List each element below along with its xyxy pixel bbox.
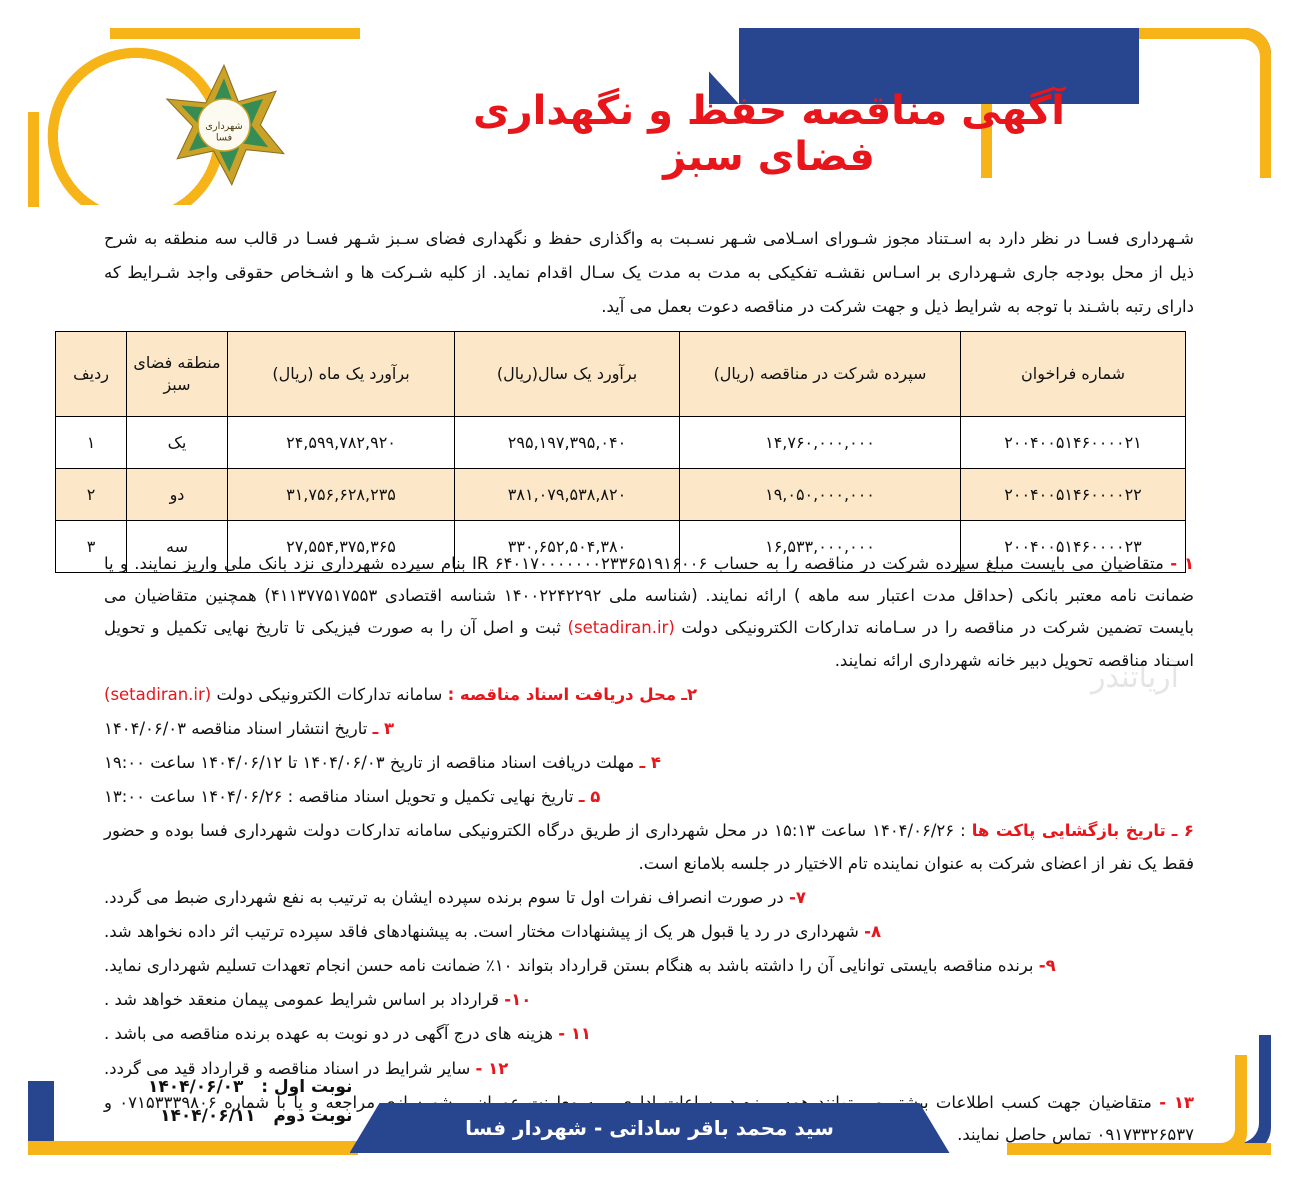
th-yearly-estimate: برآورد یک سال(ریال)	[454, 331, 680, 417]
cell-call-number: ۲۰۰۴۰۰۵۱۴۶۰۰۰۰۲۱	[960, 416, 1186, 469]
city-emblem-icon: شهرداری فسا	[159, 55, 289, 195]
table-header-row: شماره فراخوان سپرده شرکت در مناقصه (ریال…	[55, 331, 1186, 417]
cell-yearly: ۳۳۰,۶۵۲,۵۰۴,۳۸۰	[454, 520, 680, 573]
clause-12-text: سایر شرایط در اسناد مناقصه و قرارداد قید…	[104, 1058, 471, 1078]
clause-2-number: ۲ـ	[681, 684, 698, 704]
frame-blue-bottom-left	[28, 1081, 54, 1141]
cell-row-index: ۲	[55, 468, 127, 521]
publication-rounds: نوبت اول : ۱۴۰۴/۰۶/۰۳ نوبت دوم ۱۴۰۴/۰۶/۱…	[148, 1073, 352, 1131]
clause-8-text: شهرداری در رد یا قبول هر یک از پیشنهادات…	[104, 921, 859, 941]
cell-deposit: ۱۹,۰۵۰,۰۰۰,۰۰۰	[679, 468, 961, 521]
th-deposit: سپرده شرکت در مناقصه (ریال)	[679, 331, 961, 417]
clause-12: ۱۲ - سایر شرایط در اسناد مناقصه و قراردا…	[104, 1053, 1194, 1085]
clause-6-text: : ۱۴۰۴/۰۶/۲۶ ساعت ۱۵:۱۳ در محل شهرداری ا…	[104, 821, 1194, 873]
clause-5-number: ۵ ـ	[578, 787, 601, 807]
frame-blue-top-slab	[709, 28, 1139, 104]
intro-paragraph: شـهرداری فسـا در نظر دارد به اسـتناد مجو…	[104, 229, 1194, 316]
th-monthly-estimate: برآورد یک ماه (ریال)	[227, 331, 455, 417]
clause-3-text: تاریخ انتشار اسناد مناقصه ۱۴۰۴/۰۶/۰۳	[104, 718, 368, 738]
clause-8: ۸- شهرداری در رد یا قبول هر یک از پیشنها…	[104, 916, 1194, 948]
clause-1-iban: IR ۶۴۰۱۷۰۰۰۰۰۰۰۲۳۳۶۵۱۹۱۶۰۰۶	[472, 554, 708, 573]
clause-9-text: برنده مناقصه بایستی توانایی آن را داشته …	[104, 956, 1034, 976]
th-call-number: شماره فراخوان	[960, 331, 1186, 417]
clause-10-text: قرارداد بر اساس شرایط عمومی پیمان منعقد …	[104, 990, 500, 1010]
clause-3-number: ۳ ـ	[372, 718, 395, 738]
clause-11-number: ۱۱ -	[558, 1024, 591, 1044]
clause-2-text: سامانه تدارکات الکترونیکی دولت	[211, 684, 448, 704]
second-round-label: نوبت دوم	[273, 1106, 353, 1127]
clause-6-title: تاریخ بازگشایی پاکت ها	[971, 821, 1166, 841]
clause-7: ۷- در صورت انصراف نفرات اول تا سوم برنده…	[104, 882, 1194, 914]
clause-1-number: ۱ -	[1170, 554, 1195, 573]
clause-2: ۲ـ محل دریافت اسناد مناقصه : سامانه تدار…	[104, 679, 1194, 711]
clause-10: ۱۰- قرارداد بر اساس شرایط عمومی پیمان من…	[104, 984, 1194, 1016]
tender-table: شماره فراخوان سپرده شرکت در مناقصه (ریال…	[55, 331, 1186, 573]
cell-monthly: ۲۴,۵۹۹,۷۸۲,۹۲۰	[227, 416, 455, 469]
first-round-row: نوبت اول : ۱۴۰۴/۰۶/۰۳	[148, 1073, 352, 1102]
table-row: ۲۰۰۴۰۰۵۱۴۶۰۰۰۰۲۲ ۱۹,۰۵۰,۰۰۰,۰۰۰ ۳۸۱,۰۷۹,…	[55, 468, 1186, 521]
table-row: ۲۰۰۴۰۰۵۱۴۶۰۰۰۰۲۳ ۱۶,۵۳۳,۰۰۰,۰۰۰ ۳۳۰,۶۵۲,…	[55, 520, 1186, 573]
cell-zone: سه	[126, 520, 228, 573]
setadiran-link[interactable]: (setadiran.ir)	[104, 684, 212, 704]
clause-7-number: ۷-	[789, 887, 806, 907]
first-round-label: نوبت اول :	[261, 1077, 353, 1098]
clause-4-number: ۴ ـ	[639, 753, 661, 773]
mayor-signature: سید محمد باقر ساداتی - شهردار فسا	[465, 1116, 834, 1140]
clauses-list: ۱ - متقاضیان می بایست مبلغ سپرده شرکت در…	[104, 548, 1194, 1153]
cell-call-number: ۲۰۰۴۰۰۵۱۴۶۰۰۰۰۲۳	[960, 520, 1186, 573]
clause-11-text: هزینه های درج آگهی در دو نوبت به عهده بر…	[104, 1024, 553, 1044]
clause-8-number: ۸-	[864, 921, 882, 941]
clause-9-number: ۹-	[1038, 956, 1056, 976]
clause-5: ۵ ـ تاریخ نهایی تکمیل و تحویل اسناد مناق…	[104, 781, 1194, 813]
table-row: ۲۰۰۴۰۰۵۱۴۶۰۰۰۰۲۱ ۱۴,۷۶۰,۰۰۰,۰۰۰ ۲۹۵,۱۹۷,…	[55, 416, 1186, 469]
page-title: آگهی مناقصه حفظ و نگهداری فضای سبز	[472, 88, 1066, 180]
clause-4-text: مهلت دریافت اسناد مناقصه از تاریخ ۱۴۰۴/۰…	[104, 753, 635, 773]
cell-deposit: ۱۶,۵۳۳,۰۰۰,۰۰۰	[679, 520, 961, 573]
cell-monthly: ۲۷,۵۵۴,۳۷۵,۳۶۵	[227, 520, 455, 573]
clause-1: ۱ - متقاضیان می بایست مبلغ سپرده شرکت در…	[104, 548, 1194, 677]
th-row-index: ردیف	[55, 331, 127, 417]
cell-zone: یک	[126, 416, 228, 469]
clause-1-text-a: متقاضیان می بایست مبلغ سپرده شرکت در منا…	[707, 554, 1164, 573]
frame-yellow-left-strip	[28, 112, 39, 207]
clause-2-title: محل دریافت اسناد مناقصه :	[447, 684, 677, 704]
clause-10-number: ۱۰-	[504, 990, 532, 1010]
svg-text:فسا: فسا	[216, 133, 232, 144]
clause-1-text-b: بنام سپرده شهرداری نزد بانک ملی واریز نم…	[104, 554, 1194, 638]
second-round-row: نوبت دوم ۱۴۰۴/۰۶/۱۱	[148, 1102, 352, 1131]
setadiran-link[interactable]: (setadiran.ir)	[567, 618, 675, 638]
cell-monthly: ۳۱,۷۵۶,۶۲۸,۲۳۵	[227, 468, 455, 521]
frame-yellow-bottom-left-strip	[28, 1141, 358, 1155]
cell-deposit: ۱۴,۷۶۰,۰۰۰,۰۰۰	[679, 416, 961, 469]
clause-12-number: ۱۲ -	[475, 1058, 509, 1078]
clause-11: ۱۱ - هزینه های درج آگهی در دو نوبت به عه…	[104, 1018, 1194, 1050]
frame-yellow-bottom-right-inner	[995, 1043, 1235, 1143]
clause-9: ۹- برنده مناقصه بایستی توانایی آن را داش…	[104, 950, 1194, 982]
frame-yellow-bottom-strip	[1071, 1143, 1271, 1155]
clause-7-text: در صورت انصراف نفرات اول تا سوم برنده سپ…	[104, 887, 784, 907]
clause-13-number: ۱۳ -	[1159, 1092, 1194, 1112]
cell-yearly: ۲۹۵,۱۹۷,۳۹۵,۰۴۰	[454, 416, 680, 469]
cell-call-number: ۲۰۰۴۰۰۵۱۴۶۰۰۰۰۲۲	[960, 468, 1186, 521]
clause-6-number: ۶ ـ	[1171, 821, 1194, 841]
clause-1-text-c: ثبت و اصل آن را به صورت فیزیکی تا تاریخ …	[104, 618, 1194, 670]
clause-4: ۴ ـ مهلت دریافت اسناد مناقصه از تاریخ ۱۴…	[104, 747, 1194, 779]
first-round-date: ۱۴۰۴/۰۶/۰۳	[148, 1077, 244, 1098]
signature-banner: سید محمد باقر ساداتی - شهردار فسا	[349, 1103, 950, 1153]
cell-zone: دو	[126, 468, 228, 521]
cell-row-index: ۱	[55, 416, 127, 469]
th-green-zone: منطقه فضای سبز	[126, 331, 228, 417]
clause-5-text: تاریخ نهایی تکمیل و تحویل اسناد مناقصه :…	[104, 787, 574, 807]
second-round-date: ۱۴۰۴/۰۶/۱۱	[160, 1106, 256, 1127]
svg-text:شهرداری: شهرداری	[205, 121, 242, 132]
clause-6: ۶ ـ تاریخ بازگشایی پاکت ها : ۱۴۰۴/۰۶/۲۶ …	[104, 815, 1194, 879]
cell-yearly: ۳۸۱,۰۷۹,۵۳۸,۸۲۰	[454, 468, 680, 521]
clause-3: ۳ ـ تاریخ انتشار اسناد مناقصه ۱۴۰۴/۰۶/۰۳	[104, 713, 1194, 745]
cell-row-index: ۳	[55, 520, 127, 573]
